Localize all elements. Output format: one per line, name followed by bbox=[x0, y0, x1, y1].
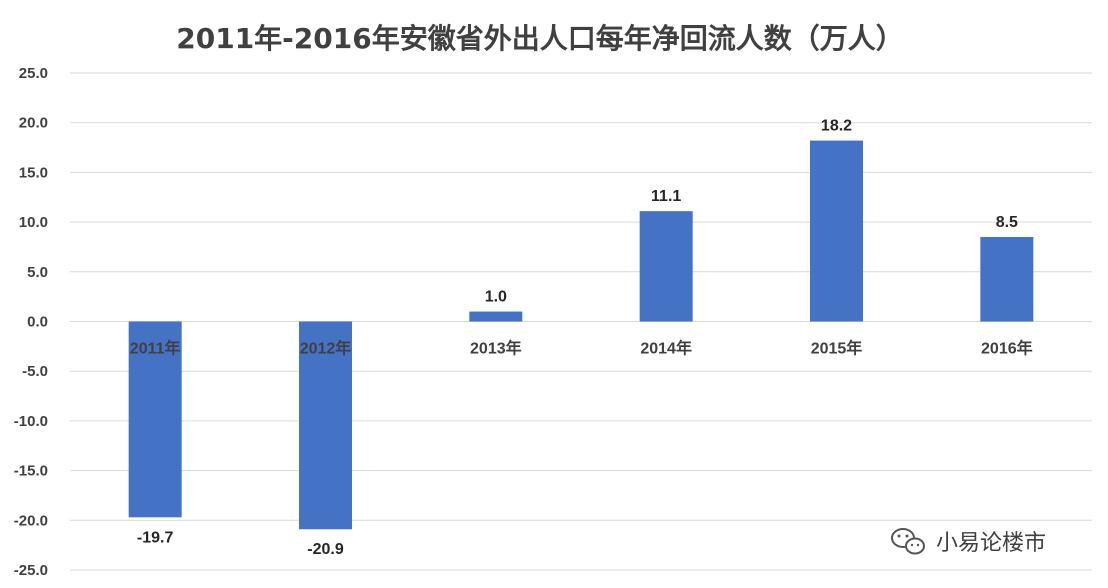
gridlines bbox=[70, 72, 1092, 571]
x-tick-label: 2013年 bbox=[470, 339, 522, 358]
data-labels: -19.7 -20.9 1.0 11.1 18.2 8.5 bbox=[137, 118, 1018, 559]
y-tick-label: 20.0 bbox=[19, 115, 48, 132]
bar bbox=[128, 321, 182, 518]
y-tick-label: -15.0 bbox=[14, 463, 48, 480]
bar bbox=[980, 237, 1034, 322]
bar bbox=[469, 311, 523, 322]
y-axis-ticks: 25.0 20.0 15.0 10.0 5.0 0.0 -5.0 -10.0 -15.0 -20.… bbox=[14, 65, 48, 579]
bars bbox=[128, 140, 1034, 530]
wechat-icon bbox=[891, 528, 925, 555]
bar bbox=[299, 321, 352, 530]
y-tick-label: -20.0 bbox=[14, 512, 48, 529]
data-label: -20.9 bbox=[307, 541, 344, 558]
y-tick-label: 10.0 bbox=[19, 214, 48, 231]
y-tick-label: 15.0 bbox=[19, 164, 48, 181]
data-label: -19.7 bbox=[137, 529, 174, 546]
chart-title: 2011年-2016年安徽省外出人口每年净回流人数（万人） bbox=[176, 22, 903, 55]
y-tick-label: 25.0 bbox=[19, 65, 48, 82]
y-tick-label: 0.0 bbox=[27, 314, 48, 331]
x-axis-ticks: 2011年 2012年 2013年 2014年 2015年 2016年 bbox=[130, 339, 1033, 358]
x-tick-label: 2015年 bbox=[811, 339, 863, 358]
data-label: 1.0 bbox=[485, 289, 507, 306]
y-tick-label: -5.0 bbox=[22, 363, 48, 380]
x-tick-label: 2011年 bbox=[130, 339, 181, 358]
data-label: 11.1 bbox=[651, 188, 681, 205]
x-tick-label: 2014年 bbox=[640, 339, 692, 358]
x-tick-label: 2012年 bbox=[300, 339, 352, 358]
watermark-text: 小易论楼市 bbox=[936, 531, 1046, 556]
y-tick-label: -25.0 bbox=[14, 562, 48, 579]
data-label: 8.5 bbox=[996, 214, 1018, 231]
watermark: 小易论楼市 bbox=[891, 528, 1046, 556]
bar bbox=[639, 211, 693, 322]
data-label: 18.2 bbox=[821, 118, 852, 135]
x-tick-label: 2016年 bbox=[981, 339, 1033, 358]
y-tick-label: 5.0 bbox=[27, 264, 48, 281]
y-tick-label: -10.0 bbox=[14, 413, 48, 430]
bar bbox=[810, 140, 863, 322]
